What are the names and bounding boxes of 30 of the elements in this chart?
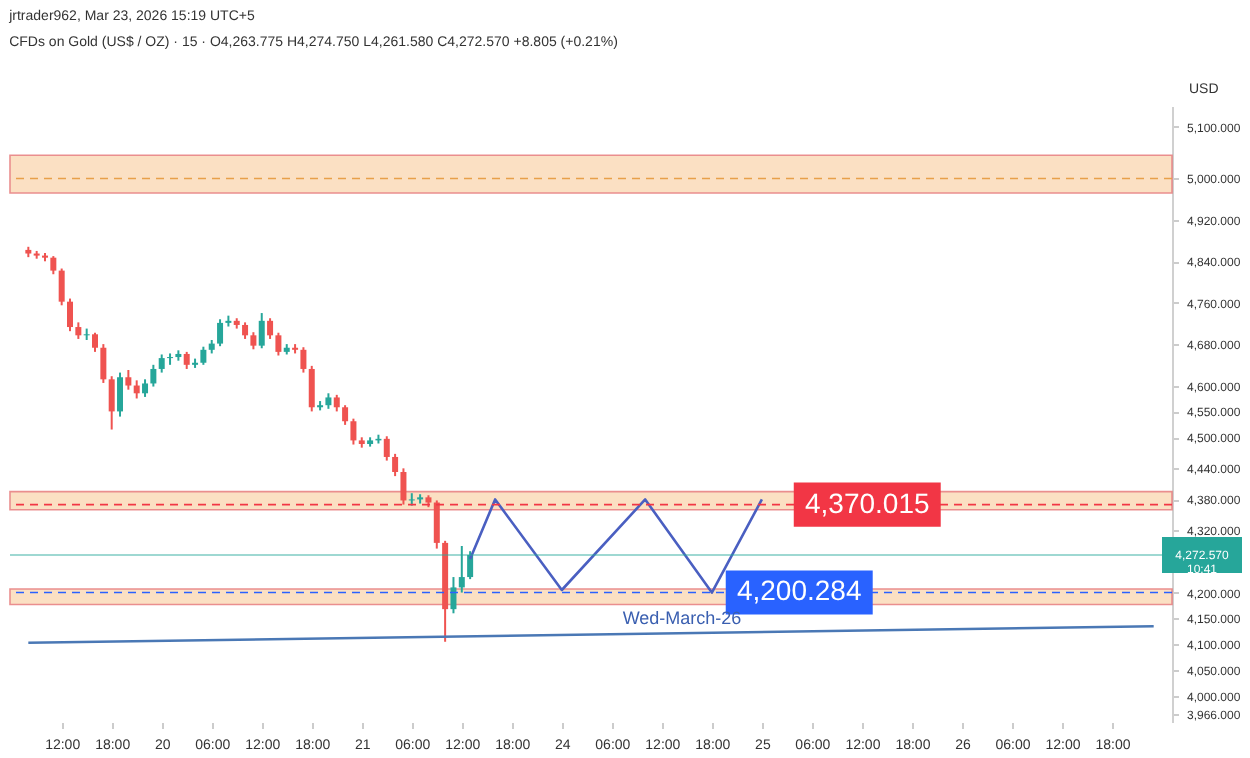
candlestick [217, 318, 224, 348]
candlestick [167, 352, 174, 366]
candlestick [350, 417, 357, 446]
candlestick [275, 331, 282, 357]
candlestick [467, 550, 474, 581]
candlestick [150, 363, 157, 388]
candlestick [158, 353, 165, 374]
candlestick [267, 317, 274, 340]
candlestick [308, 364, 315, 413]
candlestick [117, 371, 124, 418]
candlestick [433, 499, 440, 550]
candlestick [58, 267, 65, 307]
ref-line-label: 4,200.284 [736, 574, 862, 607]
candlestick [50, 255, 57, 276]
candlestick [100, 343, 107, 384]
candlestick [400, 467, 407, 506]
candlestick [383, 435, 390, 462]
candlestick [108, 375, 115, 431]
candlestick [300, 346, 307, 374]
candlestick [67, 297, 74, 333]
candlestick [200, 345, 207, 366]
candlestick [92, 331, 99, 353]
annotation: Wed-March-26 [622, 608, 742, 628]
candlestick [125, 369, 132, 391]
candlestick [392, 452, 399, 478]
candlestick [458, 545, 465, 594]
candlestick [342, 404, 349, 426]
candlestick [450, 576, 457, 615]
ref-line-label: 4,370.015 [804, 486, 930, 519]
candlestick [258, 312, 265, 350]
